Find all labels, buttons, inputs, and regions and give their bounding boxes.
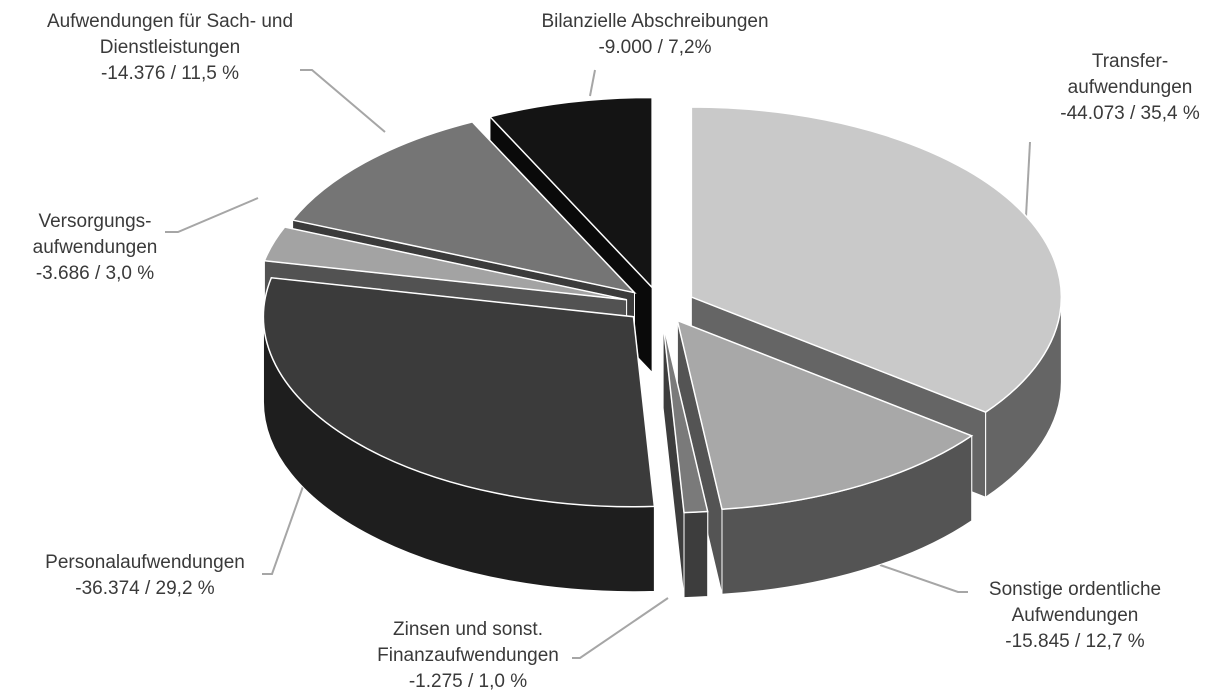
- label: Versorgungs- aufwendungen -3.686 / 3,0 %: [33, 209, 158, 287]
- category-label: Transfer- aufwendungen: [1067, 51, 1193, 98]
- slice-side: [683, 510, 709, 599]
- label: Bilanzielle Abschreibungen -9.000 / 7,2%: [541, 9, 768, 61]
- category-label: Sonstige ordentliche Aufwendungen: [988, 579, 1162, 626]
- value-label: -15.845 / 12,7 %: [1005, 631, 1145, 652]
- label: Personalaufwendungen -36.374 / 29,2 %: [45, 550, 245, 602]
- category-label: Zinsen und sonst. Finanzaufwendungen: [377, 619, 559, 666]
- label: Zinsen und sonst. Finanzaufwendungen -1.2…: [377, 617, 559, 692]
- leader-line: [262, 477, 307, 575]
- slice: [662, 322, 709, 514]
- leader-line: [572, 597, 669, 659]
- value-label: -14.376 / 11,5 %: [100, 63, 240, 84]
- label: Transfer- aufwendungen -44.073 / 35,4 %: [1060, 49, 1199, 127]
- slice: [262, 276, 656, 508]
- leader-line: [165, 197, 259, 233]
- label: Aufwendungen für Sach- und Dienstleistun…: [47, 9, 293, 87]
- leader-line: [300, 69, 386, 133]
- value-label: -1.275 / 1,0 %: [408, 671, 528, 692]
- value-label: -36.374 / 29,2 %: [75, 578, 215, 599]
- value-label: -44.073 / 35,4 %: [1060, 103, 1200, 124]
- slice: [690, 106, 1063, 414]
- value-label: -9.000 / 7,2%: [598, 37, 712, 58]
- category-label: Personalaufwendungen: [45, 552, 245, 573]
- category-label: Bilanzielle Abschreibungen: [541, 11, 769, 32]
- leader-line: [589, 69, 596, 97]
- leader-line: [879, 564, 968, 593]
- category-label: Versorgungs- aufwendungen: [32, 211, 158, 258]
- label: Sonstige ordentliche Aufwendungen -15.845…: [989, 577, 1161, 655]
- value-label: -3.686 / 3,0 %: [35, 263, 155, 284]
- slice: [263, 226, 627, 301]
- slice: [676, 319, 974, 510]
- slice: [291, 121, 637, 294]
- category-label: Aufwendungen für Sach- und Dienstleistun…: [46, 11, 294, 58]
- slice: [488, 96, 653, 290]
